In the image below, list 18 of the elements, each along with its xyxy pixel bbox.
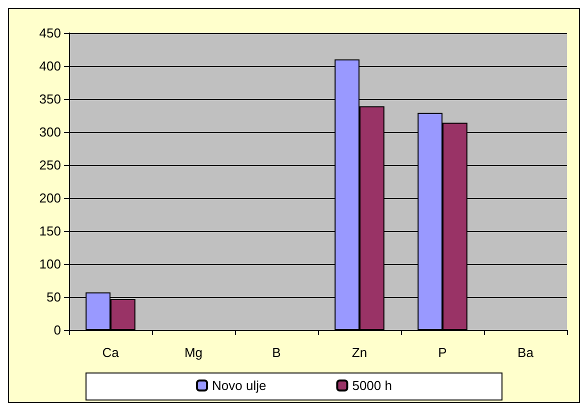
x-tick-label: Zn (352, 345, 368, 360)
x-tick-label: Mg (184, 345, 203, 360)
x-tick-label: Ca (102, 345, 120, 360)
x-tick-label: B (272, 345, 281, 360)
y-tick-label: 0 (54, 322, 61, 338)
y-tick-label: 250 (39, 158, 61, 172)
x-tick-label: Ba (518, 345, 534, 360)
y-tick-label: 450 (39, 26, 61, 40)
legend-label: Novo ulje (212, 378, 266, 393)
x-tick-label: P (438, 345, 447, 360)
y-tick-label: 200 (39, 190, 61, 206)
y-tick-label: 350 (39, 92, 61, 106)
y-tick-label: 300 (39, 124, 61, 140)
y-tick-label: 150 (39, 224, 61, 238)
y-tick-label: 400 (39, 58, 61, 74)
y-tick-label: 100 (39, 256, 61, 272)
y-tick-label: 50 (46, 290, 61, 304)
legend-label: 5000 h (352, 378, 392, 393)
